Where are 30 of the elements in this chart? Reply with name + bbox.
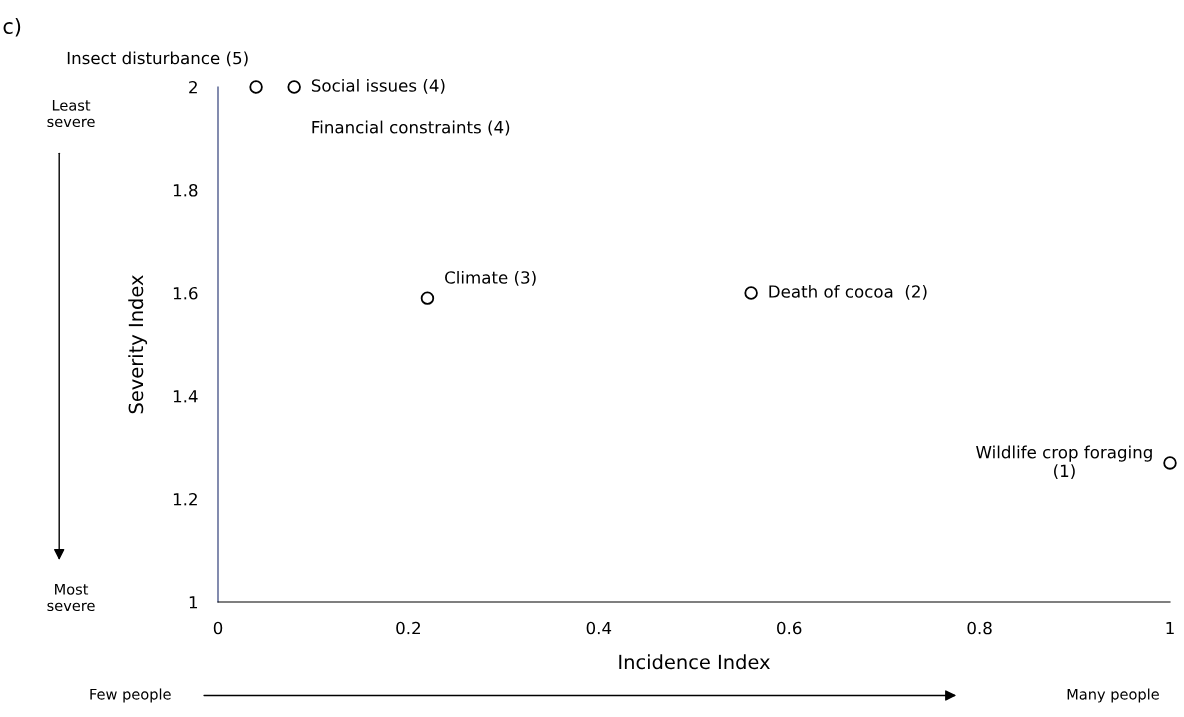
y-tick-label: 1.4 [173, 390, 198, 403]
point [287, 80, 301, 94]
annotation: Financial constraints (4) [312, 120, 510, 136]
point [249, 80, 263, 94]
y-tick-label: 2 [189, 80, 197, 94]
annotation: Death of cocoa (2) [769, 284, 927, 300]
y-tick-label: 1.8 [173, 183, 198, 197]
text: Few people [90, 688, 171, 703]
annotation: Social issues (4) [311, 78, 445, 94]
x-tick-label: 0.6 [777, 621, 802, 635]
x-axis-title: Incidence Index [619, 654, 770, 670]
y-tick-label: 1.2 [173, 492, 197, 506]
text: c) [3, 17, 21, 37]
text: Most severe [47, 583, 95, 612]
y-tick-label: 1.6 [173, 286, 198, 300]
point [1163, 456, 1177, 470]
text: Least severe [47, 99, 95, 128]
point [420, 291, 435, 305]
y-tick-label: 1 [189, 596, 198, 609]
x-tick-label: 1 [1166, 621, 1174, 635]
x-tick-label: 0.8 [967, 621, 992, 635]
x-tick-label: 0.4 [586, 621, 612, 635]
annotation: Climate (3) [445, 270, 536, 286]
y-axis-title: Severity Index [128, 275, 148, 414]
annotation: Wildlife crop foraging (1) [976, 445, 1152, 480]
text: Many people [1067, 688, 1159, 703]
x-tick-label: 0 [213, 621, 223, 635]
x-tick-label: 0.2 [396, 621, 420, 635]
annotation: Insect disturbance (5) [67, 51, 248, 67]
point [744, 286, 758, 300]
